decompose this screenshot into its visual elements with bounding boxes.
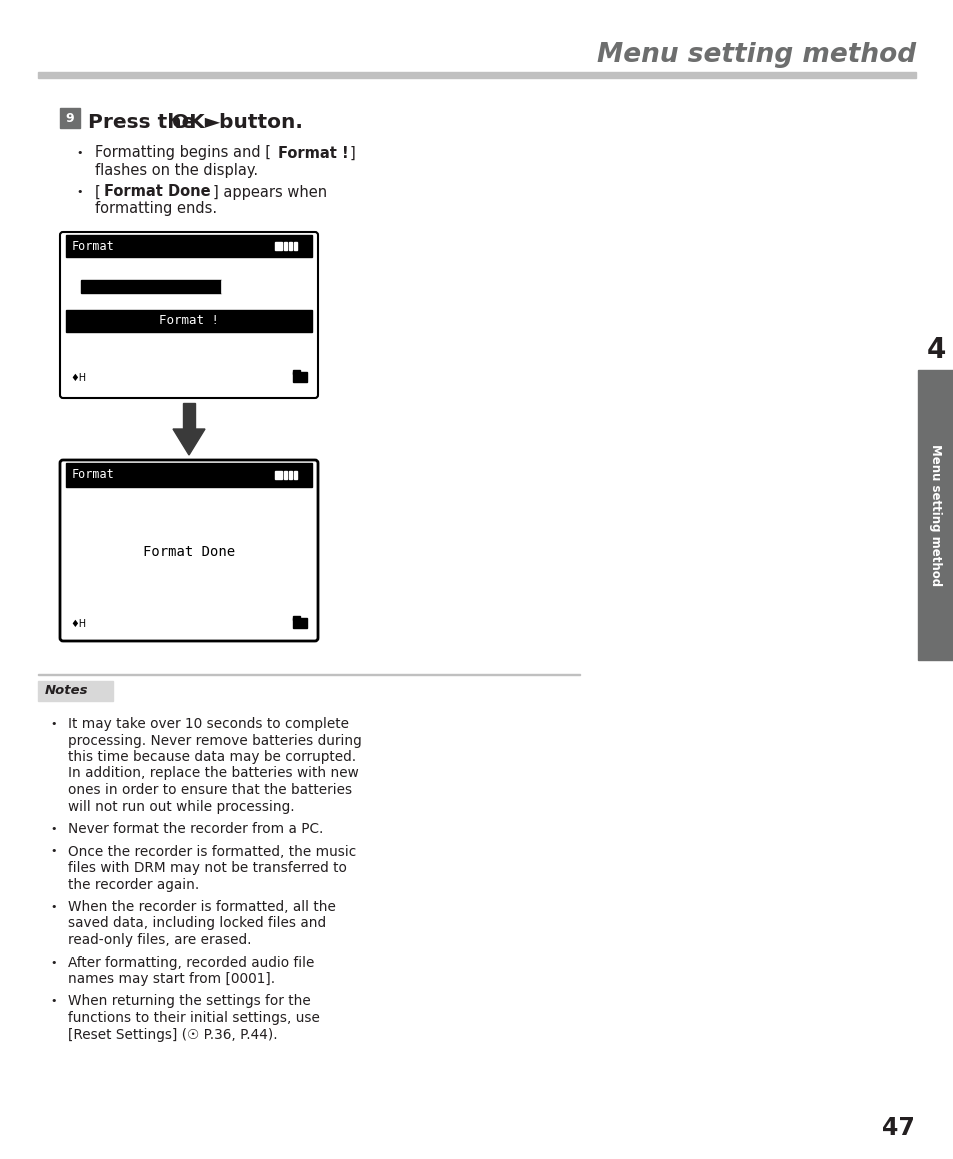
Bar (66, 462, 312, 487)
Text: •: • (50, 957, 56, 968)
Text: When the recorder is formatted, all the: When the recorder is formatted, all the (68, 901, 335, 914)
Text: Format Done: Format Done (143, 545, 234, 559)
Bar (293, 372, 307, 382)
Text: Menu setting method: Menu setting method (597, 42, 915, 68)
Text: ]: ] (350, 146, 355, 160)
Text: •: • (50, 902, 56, 912)
Bar (289, 242, 292, 250)
Text: Format: Format (71, 468, 114, 481)
Bar (293, 615, 299, 620)
Text: •: • (50, 824, 56, 834)
Text: Format Done: Format Done (104, 184, 211, 199)
Text: After formatting, recorded audio file: After formatting, recorded audio file (68, 955, 314, 969)
Text: [: [ (95, 184, 101, 199)
Text: Notes: Notes (45, 685, 89, 698)
Text: Press the: Press the (88, 112, 202, 131)
Text: 9: 9 (66, 111, 74, 124)
Polygon shape (183, 403, 194, 429)
Text: •: • (50, 719, 56, 729)
Text: •: • (50, 997, 56, 1006)
Bar (917, 370, 953, 659)
Text: flashes on the display.: flashes on the display. (95, 162, 258, 177)
Text: this time because data may be corrupted.: this time because data may be corrupted. (68, 750, 355, 764)
Text: read-only files, are erased.: read-only files, are erased. (68, 933, 252, 947)
Text: saved data, including locked files and: saved data, including locked files and (68, 917, 326, 931)
Text: When returning the settings for the: When returning the settings for the (68, 994, 311, 1008)
Text: It may take over 10 seconds to complete: It may take over 10 seconds to complete (68, 717, 349, 731)
Bar (293, 370, 299, 374)
Bar (221, 280, 296, 293)
Bar (274, 471, 282, 479)
Text: ] appears when: ] appears when (213, 184, 327, 199)
Text: [Reset Settings] (☉ P.36, P.44).: [Reset Settings] (☉ P.36, P.44). (68, 1028, 277, 1042)
Text: functions to their initial settings, use: functions to their initial settings, use (68, 1011, 319, 1025)
Bar (284, 242, 287, 250)
Text: Menu setting method: Menu setting method (928, 444, 942, 586)
Text: •: • (76, 187, 82, 197)
Bar (284, 471, 287, 479)
Bar (38, 673, 579, 675)
Text: will not run out while processing.: will not run out while processing. (68, 800, 294, 814)
Bar (38, 681, 112, 701)
Text: processing. Never remove batteries during: processing. Never remove batteries durin… (68, 734, 361, 748)
Text: In addition, replace the batteries with new: In addition, replace the batteries with … (68, 766, 358, 780)
Text: Once the recorder is formatted, the music: Once the recorder is formatted, the musi… (68, 845, 355, 859)
Bar (66, 309, 312, 331)
Text: Never format the recorder from a PC.: Never format the recorder from a PC. (68, 822, 323, 836)
Text: 4: 4 (925, 336, 944, 364)
Text: names may start from [0001].: names may start from [0001]. (68, 972, 274, 986)
Text: ones in order to ensure that the batteries: ones in order to ensure that the batteri… (68, 783, 352, 797)
Bar (293, 618, 307, 628)
Bar (38, 72, 915, 78)
Bar (66, 235, 312, 257)
Text: •: • (50, 846, 56, 857)
Text: OK►: OK► (172, 112, 220, 131)
Text: ♦H: ♦H (70, 619, 86, 629)
Bar (289, 471, 292, 479)
Text: Formatting begins and [: Formatting begins and [ (95, 146, 271, 160)
Polygon shape (172, 429, 205, 455)
Bar (294, 242, 296, 250)
FancyBboxPatch shape (60, 460, 317, 641)
Bar (81, 280, 221, 293)
FancyBboxPatch shape (60, 232, 317, 398)
Text: button.: button. (212, 112, 302, 131)
Text: formatting ends.: formatting ends. (95, 202, 217, 217)
Text: the recorder again.: the recorder again. (68, 877, 199, 891)
Bar (294, 471, 296, 479)
Text: files with DRM may not be transferred to: files with DRM may not be transferred to (68, 861, 347, 875)
Text: Format !: Format ! (277, 146, 348, 160)
Bar (274, 242, 282, 250)
Text: 47: 47 (882, 1116, 914, 1140)
Text: Format: Format (71, 240, 114, 253)
Text: ♦H: ♦H (70, 373, 86, 382)
Text: Format !: Format ! (159, 314, 219, 328)
Bar (70, 491, 308, 612)
Text: •: • (76, 148, 82, 158)
Bar (60, 108, 80, 127)
